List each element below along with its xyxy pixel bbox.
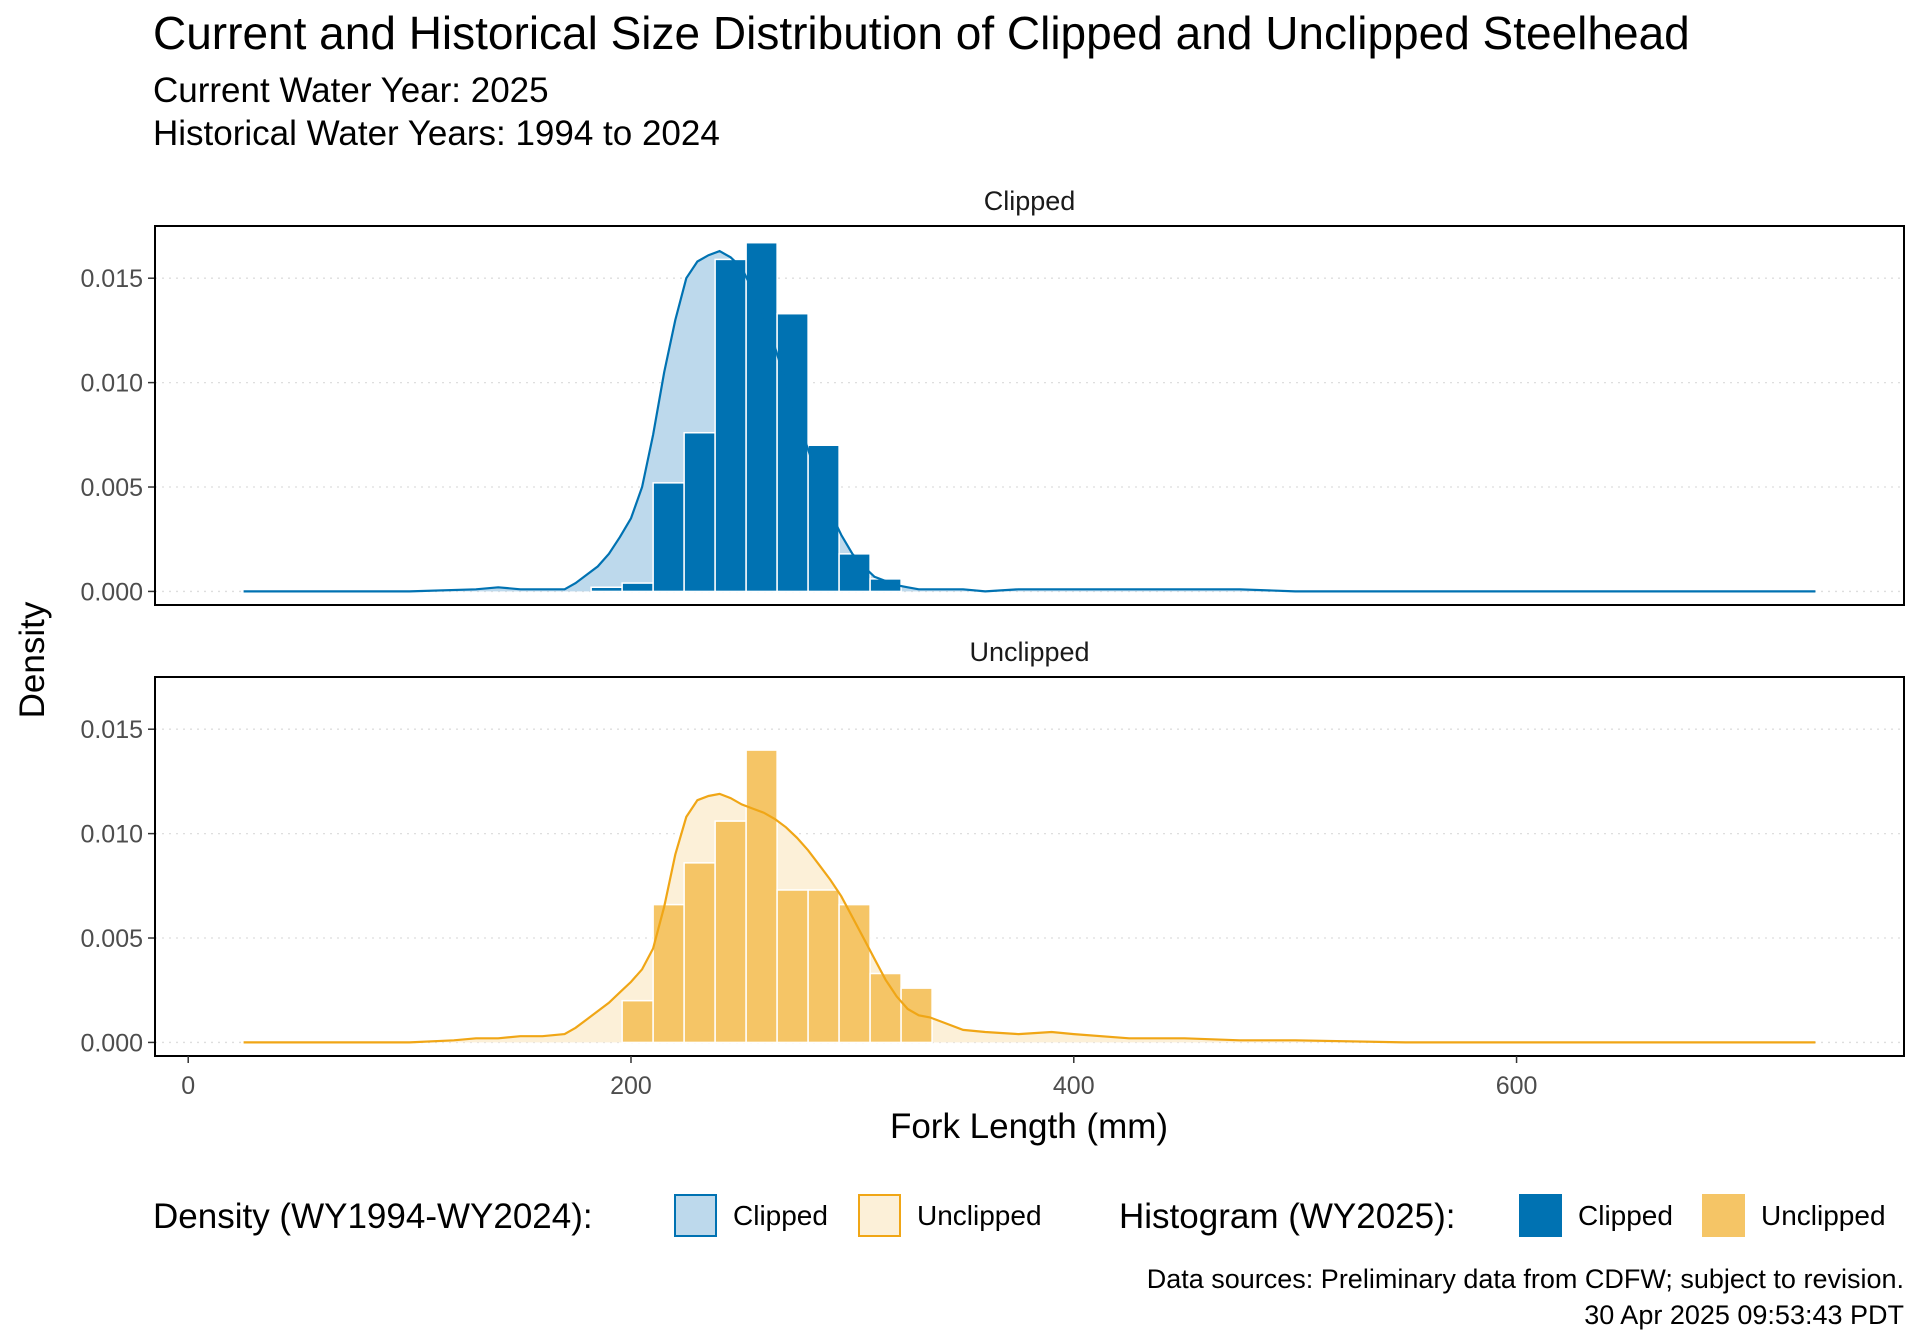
panel-strip-label-unclipped: Unclipped (969, 637, 1089, 667)
panel-strip-label-clipped: Clipped (984, 186, 1076, 216)
histogram-bar-unclipped (807, 889, 840, 1044)
panel-border (154, 225, 1905, 606)
legend-histogram-clipped-label: Clipped (1578, 1200, 1673, 1231)
y-tick-label: 0.015 (80, 716, 143, 744)
legend-density-clipped-swatch (674, 1194, 717, 1237)
legend-histogram-unclipped-swatch (1702, 1194, 1745, 1237)
y-tick-label: 0.000 (80, 1029, 143, 1057)
y-tick-label: 0.010 (80, 370, 143, 398)
histogram-bar-unclipped (745, 749, 778, 1044)
histogram-bar-clipped (745, 241, 778, 593)
y-tick-label: 0.010 (80, 821, 143, 849)
legend: Density (WY1994-WY2024): Clipped Unclipp… (153, 1194, 1886, 1237)
panel-clipped: Clipped 0.000 0.005 0.010 0.015 (80, 186, 1905, 606)
panel-border (154, 676, 1905, 1057)
histogram-bar-clipped (621, 582, 654, 593)
caption-timestamp: 30 Apr 2025 09:53:43 PDT (1584, 1300, 1904, 1330)
x-tick-label: 600 (1496, 1072, 1538, 1100)
chart-subtitle-current: Current Water Year: 2025 (153, 71, 549, 110)
density-line-unclipped (243, 792, 1816, 1044)
y-axis-title: Density (13, 601, 52, 718)
histogram-bar-unclipped (714, 820, 747, 1044)
histogram-bar-clipped (807, 444, 840, 593)
y-tick-label: 0.015 (80, 265, 143, 293)
x-tick-label: 400 (1053, 1072, 1095, 1100)
histogram-bar-clipped (714, 258, 747, 593)
x-tick-label: 200 (610, 1072, 652, 1100)
histogram-bar-unclipped (838, 903, 871, 1044)
legend-density-unclipped-swatch (858, 1194, 901, 1237)
y-tick-label: 0.000 (80, 578, 143, 606)
chart-subtitle-historical: Historical Water Years: 1994 to 2024 (153, 114, 720, 153)
chart-title: Current and Historical Size Distribution… (153, 7, 1690, 59)
histogram-bar-unclipped (683, 862, 716, 1044)
histogram-bar-clipped (590, 586, 623, 593)
density-area-clipped (243, 251, 1816, 592)
density-area-unclipped (243, 793, 1816, 1043)
histogram-bar-unclipped (652, 903, 685, 1044)
panel-unclipped: Unclipped 0.000 0.005 0.010 0.015 (80, 637, 1905, 1057)
histogram-bar-unclipped (776, 889, 809, 1044)
histogram-bar-unclipped (869, 972, 902, 1044)
density-line-clipped (243, 249, 1816, 593)
y-tick-label: 0.005 (80, 474, 143, 502)
caption-data-source: Data sources: Preliminary data from CDFW… (1147, 1264, 1904, 1294)
histogram-bar-clipped (838, 553, 871, 593)
legend-histogram-clipped-swatch (1519, 1194, 1562, 1237)
x-tick-label: 0 (181, 1072, 195, 1100)
histogram-bar-clipped (683, 431, 716, 593)
y-tick-label: 0.005 (80, 925, 143, 953)
histogram-bar-unclipped (621, 999, 654, 1044)
histogram-bar-clipped (652, 482, 685, 593)
legend-density-title: Density (WY1994-WY2024): (153, 1197, 593, 1236)
x-axis-title: Fork Length (mm) (890, 1107, 1168, 1146)
x-axis: 0 200 400 600 (181, 1056, 1537, 1100)
legend-density-unclipped-label: Unclipped (917, 1200, 1042, 1231)
legend-histogram-unclipped-label: Unclipped (1761, 1200, 1886, 1231)
histogram-bar-clipped (776, 312, 809, 593)
legend-density-clipped-label: Clipped (733, 1200, 828, 1231)
legend-histogram-title: Histogram (WY2025): (1119, 1197, 1455, 1236)
